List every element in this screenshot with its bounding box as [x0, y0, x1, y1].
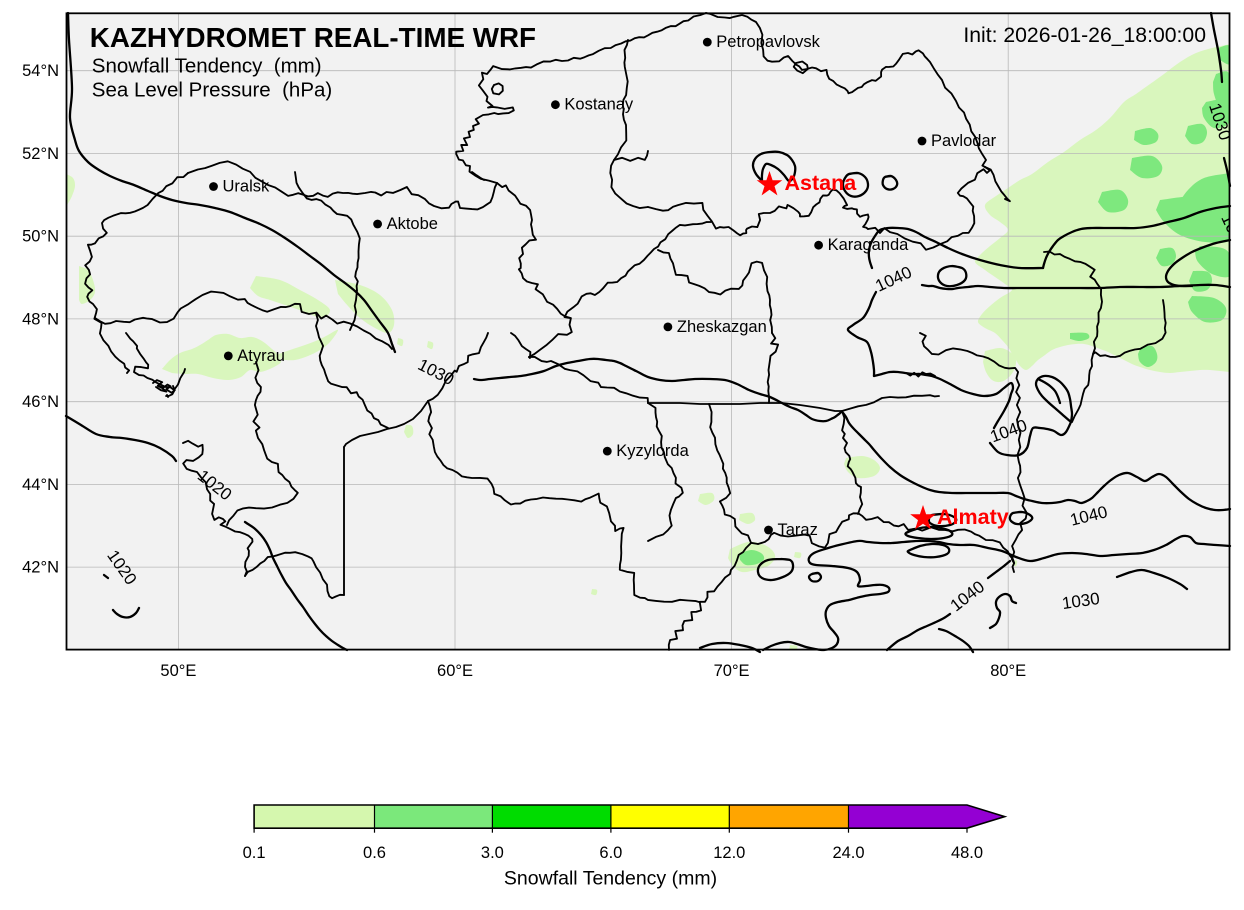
svg-text:Init: 2026-01-26_18:00:00: Init: 2026-01-26_18:00:00: [963, 24, 1206, 47]
svg-text:KAZHYDROMET REAL-TIME WRF: KAZHYDROMET REAL-TIME WRF: [90, 22, 536, 53]
svg-text:Kyzylorda: Kyzylorda: [616, 442, 689, 460]
svg-text:70°E: 70°E: [714, 662, 750, 680]
svg-text:6.0: 6.0: [599, 844, 622, 862]
svg-text:3.0: 3.0: [481, 844, 504, 862]
svg-text:48.0: 48.0: [951, 844, 983, 862]
svg-text:Kostanay: Kostanay: [564, 96, 634, 114]
svg-text:52°N: 52°N: [22, 145, 59, 163]
svg-text:Uralsk: Uralsk: [223, 178, 271, 196]
svg-text:24.0: 24.0: [832, 844, 864, 862]
svg-text:Snowfall Tendency (mm): Snowfall Tendency (mm): [92, 55, 322, 78]
svg-text:Taraz: Taraz: [778, 521, 818, 539]
svg-text:0.6: 0.6: [363, 844, 386, 862]
svg-text:Snowfall Tendency (mm): Snowfall Tendency (mm): [504, 868, 717, 890]
svg-text:12.0: 12.0: [713, 844, 745, 862]
svg-text:Sea Level Pressure (hPa): Sea Level Pressure (hPa): [92, 78, 332, 101]
svg-text:Astana: Astana: [785, 171, 858, 195]
svg-text:Almaty: Almaty: [937, 505, 1009, 529]
svg-text:50°E: 50°E: [160, 662, 196, 680]
svg-text:Zheskazgan: Zheskazgan: [677, 318, 767, 336]
svg-text:50°N: 50°N: [22, 228, 59, 246]
svg-text:80°E: 80°E: [990, 662, 1026, 680]
svg-text:Karaganda: Karaganda: [828, 236, 910, 254]
svg-text:Pavlodar: Pavlodar: [931, 132, 997, 150]
svg-text:Petropavlovsk: Petropavlovsk: [716, 33, 820, 51]
svg-text:54°N: 54°N: [22, 62, 59, 80]
svg-text:46°N: 46°N: [22, 393, 59, 411]
svg-text:0.1: 0.1: [243, 844, 266, 862]
svg-text:42°N: 42°N: [22, 559, 59, 577]
svg-text:60°E: 60°E: [437, 662, 473, 680]
svg-text:48°N: 48°N: [22, 310, 59, 328]
svg-text:Aktobe: Aktobe: [387, 215, 438, 233]
svg-text:Atyrau: Atyrau: [237, 347, 285, 365]
svg-text:44°N: 44°N: [22, 476, 59, 494]
